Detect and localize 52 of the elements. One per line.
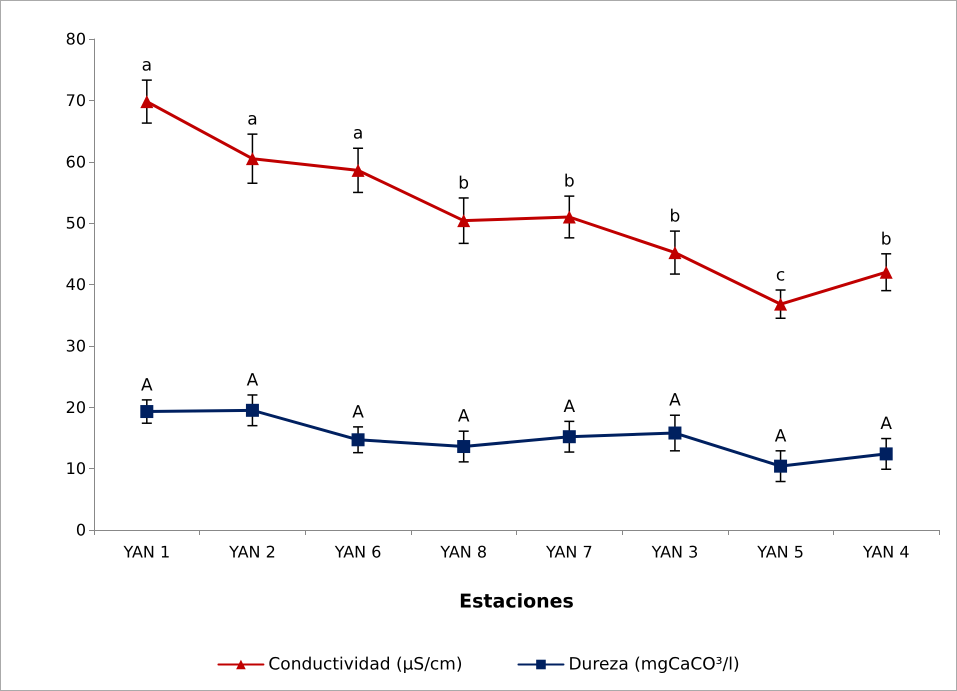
point bbox=[880, 447, 893, 460]
y-tick-label: 50 bbox=[66, 214, 86, 233]
y-tick-label: 10 bbox=[66, 459, 86, 478]
x-tick-label: YAN 8 bbox=[439, 542, 488, 562]
annotation: b bbox=[564, 172, 575, 192]
point bbox=[668, 426, 682, 440]
annotation: A bbox=[246, 370, 259, 390]
y-tick-label: 0 bbox=[76, 520, 86, 540]
point bbox=[457, 214, 470, 228]
x-tick-label: YAN 6 bbox=[334, 542, 382, 562]
point bbox=[562, 210, 576, 224]
annotation: b bbox=[880, 229, 892, 250]
legend-label: Dureza (mgCaCO³/l) bbox=[568, 654, 740, 674]
annotation: A bbox=[352, 402, 364, 422]
point bbox=[140, 95, 154, 108]
y-tick-label: 60 bbox=[66, 152, 86, 172]
point bbox=[562, 430, 576, 444]
x-tick-label: YAN 3 bbox=[650, 542, 698, 562]
annotation: a bbox=[142, 56, 152, 76]
point bbox=[352, 164, 365, 177]
annotation: a bbox=[247, 110, 258, 130]
x-tick-label: YAN 2 bbox=[228, 542, 276, 562]
annotation: A bbox=[563, 396, 576, 417]
annotation: b bbox=[458, 173, 470, 194]
x-tick-label: YAN 1 bbox=[122, 542, 170, 562]
annotation: c bbox=[776, 266, 786, 286]
y-tick-label: 20 bbox=[66, 398, 86, 417]
y-tick-label: 70 bbox=[66, 90, 86, 110]
point bbox=[880, 266, 893, 279]
annotation: A bbox=[774, 426, 787, 446]
point bbox=[140, 405, 154, 418]
point bbox=[457, 440, 470, 454]
point bbox=[774, 298, 788, 311]
point bbox=[246, 152, 259, 166]
point bbox=[352, 433, 365, 446]
point bbox=[246, 404, 259, 417]
x-tick-label: YAN 4 bbox=[862, 542, 910, 562]
point bbox=[668, 246, 682, 260]
x-tick-label: YAN 5 bbox=[756, 542, 804, 562]
annotation: b bbox=[670, 206, 680, 227]
y-tick-label: 30 bbox=[66, 336, 86, 356]
annotation: A bbox=[669, 390, 682, 411]
x-tick-label: YAN 7 bbox=[544, 542, 593, 562]
legend-label: Conductividad (µS/cm) bbox=[268, 654, 462, 674]
point bbox=[774, 460, 788, 473]
y-tick-label: 80 bbox=[66, 30, 86, 48]
annotation: a bbox=[352, 124, 364, 144]
x-axis-title: Estaciones bbox=[459, 590, 574, 612]
annotation: A bbox=[880, 414, 892, 434]
annotation: A bbox=[458, 406, 470, 427]
annotation: A bbox=[140, 375, 153, 396]
y-tick-label: 40 bbox=[66, 275, 86, 294]
